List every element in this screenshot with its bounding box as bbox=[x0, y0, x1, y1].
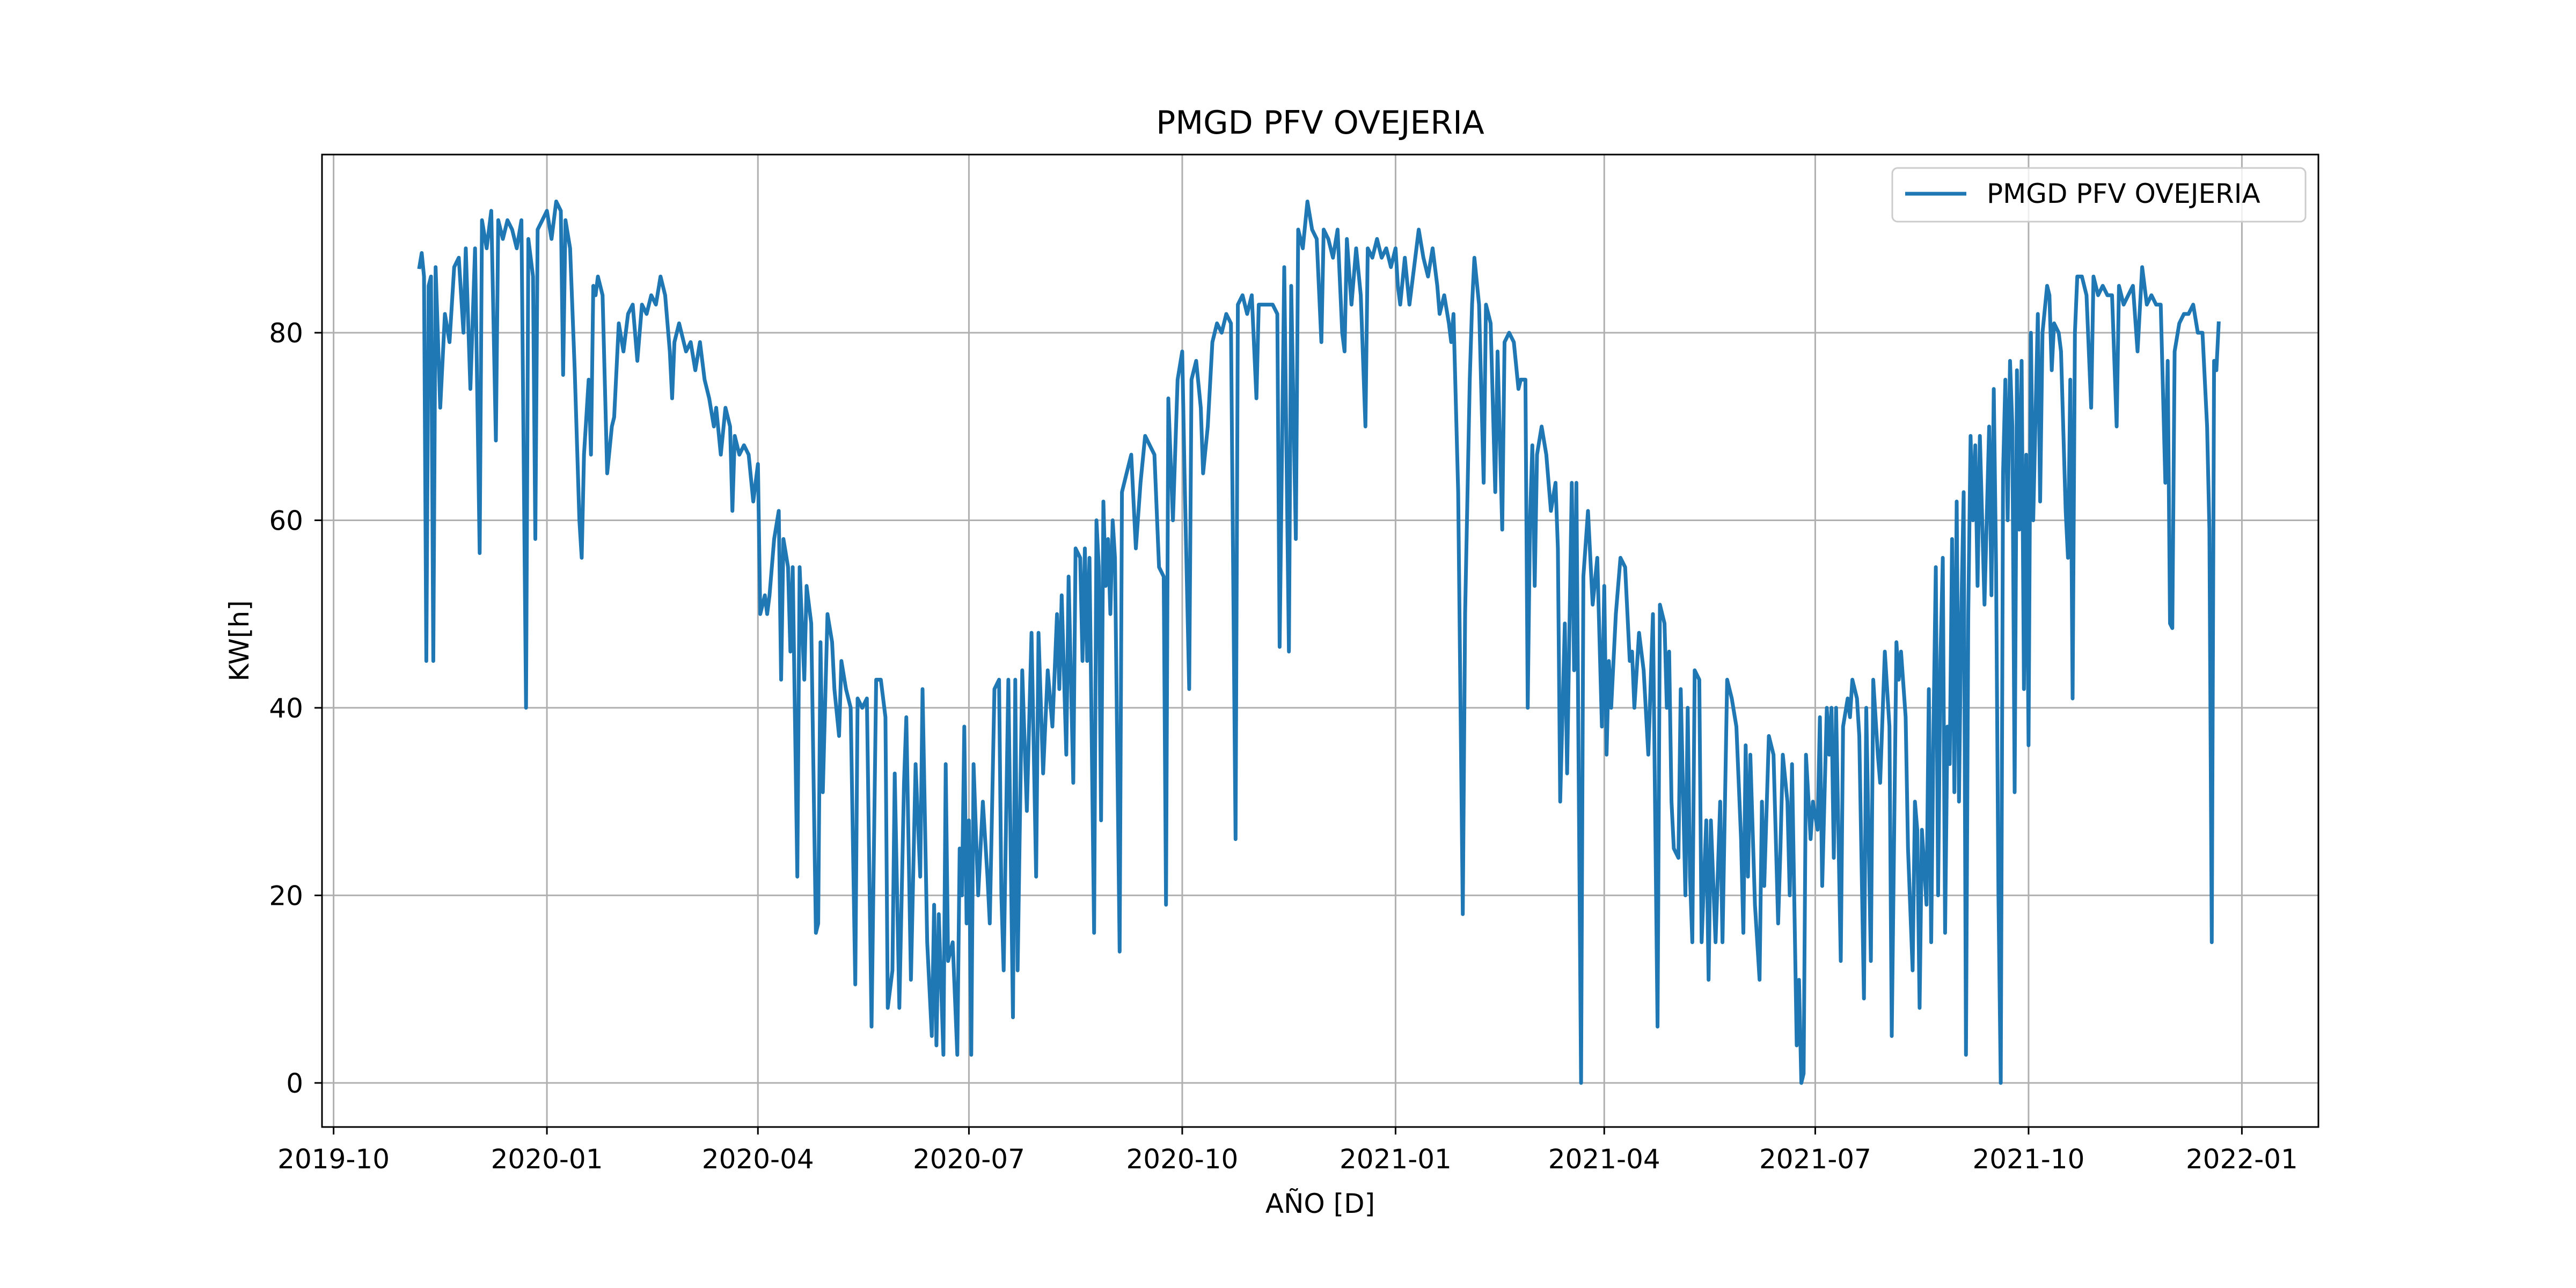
x-tick-label: 2021-04 bbox=[1548, 1144, 1660, 1175]
y-tick-label: 60 bbox=[269, 505, 303, 536]
x-tick-label: 2020-10 bbox=[1126, 1144, 1238, 1175]
plot-frame bbox=[321, 153, 2319, 1128]
legend: PMGD PFV OVEJERIA bbox=[1891, 167, 2307, 223]
axis-ticks: 2019-10 2020-01 2020-04 2020-07 2020-10 2021-… bbox=[269, 318, 2298, 1175]
x-tick-label: 2020-01 bbox=[491, 1144, 603, 1175]
x-tick-label: 2021-07 bbox=[1759, 1144, 1871, 1175]
x-tick-label: 2020-04 bbox=[702, 1144, 814, 1175]
x-tick-label: 2021-01 bbox=[1340, 1144, 1452, 1175]
legend-label: PMGD PFV OVEJERIA bbox=[1987, 178, 2260, 209]
legend-box bbox=[1891, 167, 2307, 223]
y-axis-label: KW[h] bbox=[224, 600, 255, 681]
chart-title: PMGD PFV OVEJERIA bbox=[1156, 104, 1484, 142]
x-tick-label: 2021-10 bbox=[1972, 1144, 2084, 1175]
series-line bbox=[417, 199, 2221, 1085]
y-tick-label: 80 bbox=[269, 318, 303, 349]
y-tick-label: 0 bbox=[286, 1068, 303, 1099]
x-axis-label: AÑO [D] bbox=[1265, 1188, 1375, 1219]
series-layer bbox=[417, 199, 2221, 1085]
x-tick-label: 2019-10 bbox=[277, 1144, 390, 1175]
y-tick-label: 20 bbox=[269, 880, 303, 911]
x-tick-label: 2020-07 bbox=[913, 1144, 1025, 1175]
y-tick-label: 40 bbox=[269, 693, 303, 724]
x-tick-label: 2022-01 bbox=[2186, 1144, 2298, 1175]
